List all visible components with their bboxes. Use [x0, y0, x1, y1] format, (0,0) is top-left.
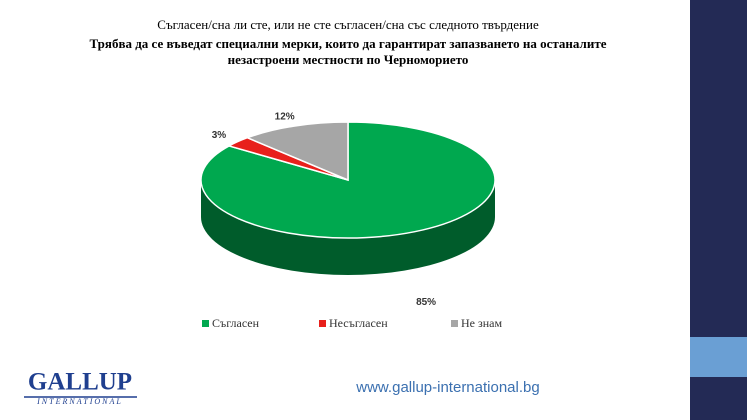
url: www.gallup-international.bg	[355, 379, 539, 396]
slice	[245, 121, 349, 182]
logo-sub: INTERNATIONAL	[36, 397, 123, 406]
legend-label: Съгласен	[212, 316, 260, 330]
legend-label: Несъгласен	[329, 316, 388, 330]
chart-subtitle: Трябва да се въведат специални мерки, ко…	[89, 36, 607, 67]
legend-label: Не знам	[461, 316, 502, 330]
legend-swatch	[202, 320, 209, 327]
chart-title: Съгласен/сна ли сте, или не сте съгласен…	[157, 17, 539, 32]
logo: GALLUP	[28, 369, 132, 396]
data-label: 85%	[416, 297, 436, 308]
legend-swatch	[451, 320, 458, 327]
slice-side	[201, 180, 495, 275]
data-label: 3%	[212, 130, 227, 141]
data-label: 12%	[275, 112, 295, 123]
side-accent	[690, 337, 747, 377]
legend-swatch	[319, 320, 326, 327]
